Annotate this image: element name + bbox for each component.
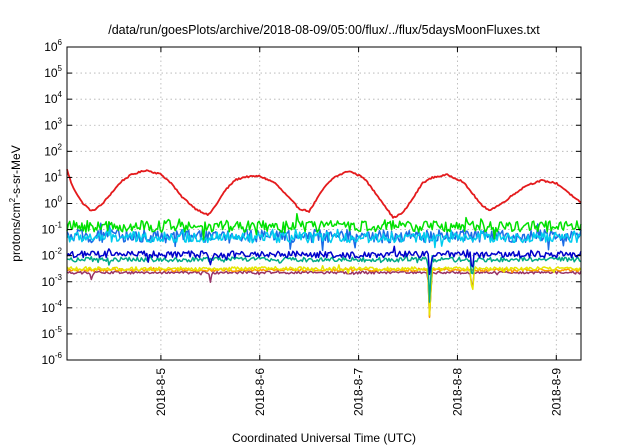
y-tick-label: 101 <box>44 168 62 184</box>
y-axis-label: protons/cm2-s-sr-MeV <box>8 145 23 261</box>
series-line <box>66 252 582 303</box>
series-group <box>66 169 582 319</box>
y-tick-label: 102 <box>44 142 62 158</box>
y-tick-label: 10-1 <box>42 221 63 237</box>
y-tick-label: 10-3 <box>42 273 63 289</box>
series-line <box>66 169 582 219</box>
grid-lines <box>67 47 581 360</box>
y-tick-label: 10-5 <box>42 325 63 341</box>
x-tick-label: 2018-8-8 <box>450 368 464 416</box>
x-axis-label: Coordinated Universal Time (UTC) <box>232 431 416 445</box>
y-tick-label: 105 <box>44 64 62 80</box>
chart-title: /data/run/goesPlots/archive/2018-08-09/0… <box>108 23 540 37</box>
x-tick-label: 2018-8-6 <box>253 368 267 416</box>
y-tick-label: 10-6 <box>42 351 63 367</box>
x-tick-label: 2018-8-9 <box>549 368 563 416</box>
x-tick-label: 2018-8-5 <box>154 368 168 416</box>
series-line <box>66 269 582 318</box>
y-tick-label: 103 <box>44 116 62 132</box>
y-tick-label: 10-4 <box>42 299 63 315</box>
y-axis: 10-6 10-5 10-4 10-3 10-2 10-1 100 101 102 103 104 1… <box>42 38 581 367</box>
x-tick-label: 2018-8-7 <box>352 368 366 416</box>
y-tick-label: 104 <box>44 90 62 106</box>
y-tick-label: 10-2 <box>42 247 63 263</box>
x-axis: 2018-8-5 2018-8-6 2018-8-7 2018-8-8 2018-8-9 <box>154 47 563 416</box>
series-line <box>66 213 582 241</box>
series-line <box>66 245 582 276</box>
series-line <box>66 227 581 249</box>
y-tick-label: 100 <box>44 195 62 211</box>
y-tick-label: 106 <box>44 38 62 54</box>
series-line <box>66 264 582 316</box>
